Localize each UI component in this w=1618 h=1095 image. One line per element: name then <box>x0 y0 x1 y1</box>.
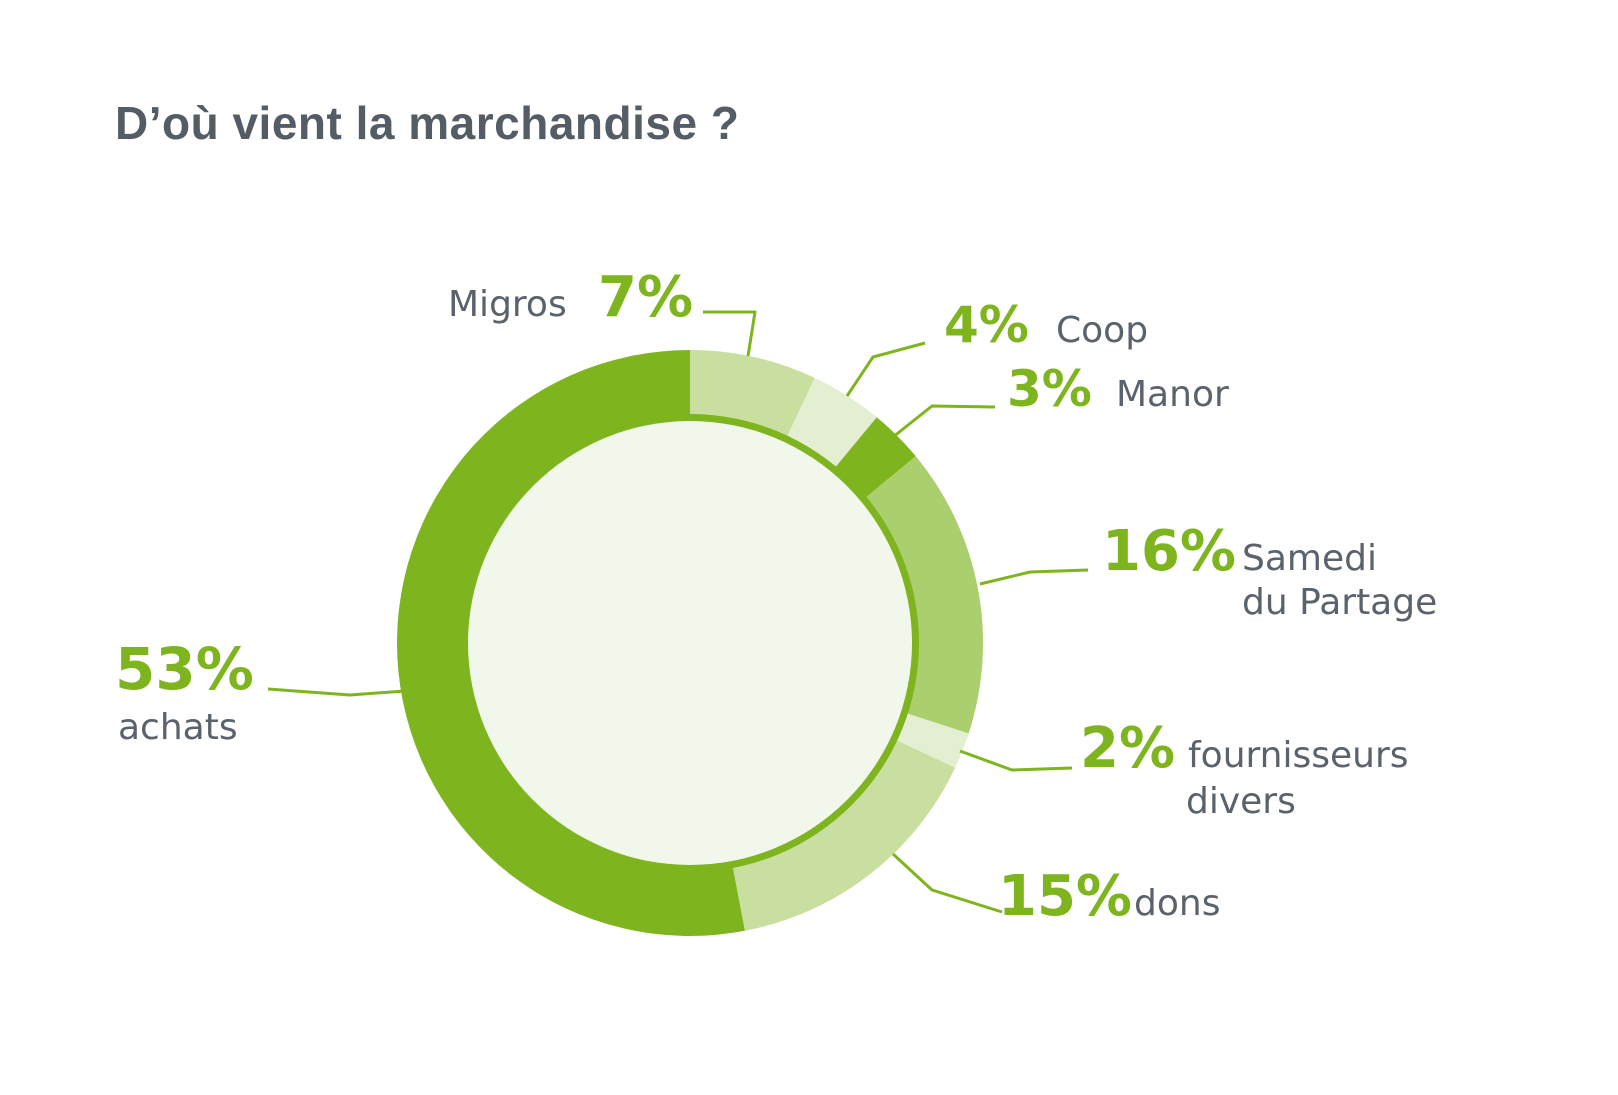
donut-center <box>468 421 912 865</box>
slice-category-label: divers <box>1186 781 1296 822</box>
slice-percent-label: 16% <box>1102 519 1236 584</box>
slice-percent-label: 7% <box>598 265 693 330</box>
slice-percent-label: 3% <box>1007 360 1092 418</box>
leader-line <box>703 310 757 357</box>
leader-line <box>891 852 1003 914</box>
leader-line <box>845 341 926 397</box>
leader-line <box>979 568 1089 586</box>
slice-percent-label: 53% <box>115 635 254 703</box>
leader-line <box>959 749 1073 772</box>
slice-category-label: Manor <box>1116 374 1229 415</box>
slice-category-label: du Partage <box>1242 582 1437 623</box>
slice-category-label: Samedi <box>1242 538 1377 579</box>
leader-line-group <box>267 310 1089 914</box>
leader-line <box>892 404 996 439</box>
slice-percent-label: 15% <box>998 864 1132 929</box>
slice-category-label: Migros <box>448 284 567 325</box>
leader-line <box>267 687 406 697</box>
slice-category-label: Coop <box>1056 310 1148 351</box>
chart-title: D’où vient la marchandise ? <box>115 97 740 149</box>
slice-category-label: dons <box>1134 883 1220 924</box>
slice-percent-label: 4% <box>944 296 1029 354</box>
slice-percent-label: 2% <box>1080 716 1175 781</box>
slice-category-label: fournisseurs <box>1188 735 1409 776</box>
slice-category-label: achats <box>118 707 238 748</box>
